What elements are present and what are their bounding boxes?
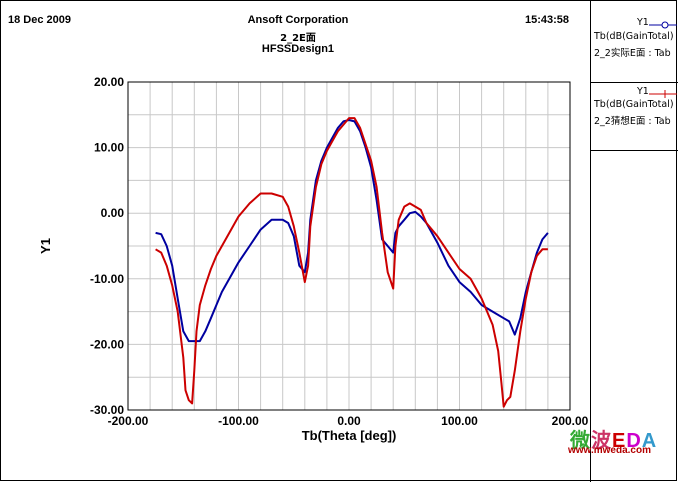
legend-2-source: 2_2猜想E面 : Tab bbox=[594, 116, 671, 127]
legend-1-source: 2_2实际E面 : Tab bbox=[594, 48, 671, 59]
header-design: HFSSDesign1 bbox=[261, 43, 335, 55]
series-lines bbox=[155, 117, 549, 408]
x-tick-label: -200.00 bbox=[108, 414, 149, 428]
header-time: 15:43:58 bbox=[525, 14, 570, 26]
legend-divider bbox=[591, 150, 678, 151]
header-date: 18 Dec 2009 bbox=[8, 14, 71, 26]
y-tick-label: -30.00 bbox=[90, 403, 124, 417]
series-line-2 bbox=[155, 117, 548, 408]
legend-2-label: Y1 bbox=[637, 86, 649, 97]
chart-svg: -200.00 -100.00 0.00 100.00 200.00 20.00 10.00… bbox=[38, 75, 589, 443]
legend-2-swatch bbox=[649, 90, 677, 98]
header-plot-name: 2_2E面 bbox=[280, 33, 316, 44]
y-tick-label: -20.00 bbox=[90, 337, 124, 351]
series-line-1 bbox=[155, 119, 549, 343]
y-tick-label: 10.00 bbox=[94, 141, 124, 155]
legend-1-expr: Tb(dB(GainTotal) bbox=[594, 31, 674, 42]
legend-1-swatch bbox=[649, 21, 677, 29]
x-tick-label: 0.00 bbox=[337, 414, 361, 428]
plot-area bbox=[127, 81, 571, 411]
legend-2-expr: Tb(dB(GainTotal) bbox=[594, 99, 674, 110]
tick-labels: -200.00 -100.00 0.00 100.00 200.00 20.00 10.00… bbox=[90, 75, 589, 428]
watermark-logo: 微波EDA bbox=[570, 430, 658, 452]
x-tick-label: 200.00 bbox=[552, 414, 589, 428]
header-company: Ansoft Corporation bbox=[247, 14, 349, 26]
y-tick-label: 20.00 bbox=[94, 75, 124, 89]
y-tick-label: 0.00 bbox=[101, 206, 125, 220]
y-tick-label: -10.00 bbox=[90, 272, 124, 286]
legend-1-label: Y1 bbox=[637, 17, 649, 28]
x-tick-label: 100.00 bbox=[441, 414, 478, 428]
x-tick-label: -100.00 bbox=[218, 414, 259, 428]
watermark-url: www.mweda.com bbox=[568, 445, 651, 456]
y-axis-label: Y1 bbox=[38, 238, 53, 254]
legend-divider bbox=[591, 82, 678, 83]
x-axis-label: Tb(Theta [deg]) bbox=[302, 428, 397, 443]
legend-panel: Y1 Tb(dB(GainTotal) 2_2实际E面 : Tab Y1 Tb(… bbox=[590, 0, 678, 482]
